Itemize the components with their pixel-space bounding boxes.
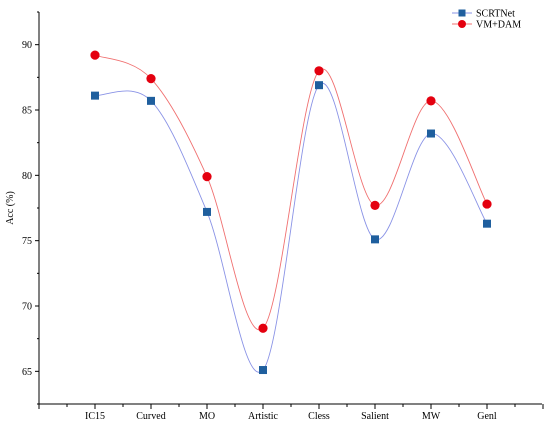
axes: 65 70 75 80 85 90 IC15 Curved MO Artistic Cless Sal… (5, 11, 544, 422)
legend-label: SCRTNet (476, 9, 515, 20)
x-tick-label: Salient (361, 411, 389, 422)
y-tick-label: 70 (22, 302, 32, 313)
y-tick-label: 90 (22, 40, 32, 51)
x-tick-label: MO (199, 411, 215, 422)
x-tick-label: Cless (308, 411, 330, 422)
y-tick-label: 75 (22, 236, 32, 247)
data-point (314, 66, 324, 76)
data-point (203, 207, 211, 216)
data-point (483, 219, 491, 228)
x-tick-label: Curved (136, 411, 165, 422)
series-layer (90, 50, 492, 375)
data-point (258, 323, 268, 333)
series-SCRTNet (91, 81, 491, 375)
data-point (202, 172, 212, 182)
data-point (259, 366, 267, 375)
legend-marker (458, 9, 466, 17)
y-axis-title: Acc (%) (5, 191, 16, 225)
data-point (426, 96, 436, 106)
x-tick-label: MW (422, 411, 441, 422)
data-point (427, 129, 435, 138)
series-VM+DAM (90, 50, 492, 333)
data-point (91, 91, 99, 100)
data-point (370, 200, 380, 210)
data-point (146, 74, 156, 84)
data-point (315, 81, 323, 90)
series-line (94, 82, 488, 373)
x-tick-label: Genl (477, 411, 497, 422)
y-tick-label: 80 (22, 171, 32, 182)
data-point (482, 199, 492, 209)
legend-marker (458, 20, 466, 28)
legend-item: SCRTNet (452, 9, 515, 20)
legend-label: VM+DAM (476, 20, 521, 31)
x-tick-label: IC15 (85, 411, 105, 422)
data-point (90, 50, 100, 60)
x-tick-label: Artistic (248, 411, 279, 422)
y-tick-label: 65 (22, 367, 32, 378)
y-tick-label: 85 (22, 106, 32, 117)
series-line (94, 54, 488, 331)
data-point (147, 96, 155, 105)
data-point (371, 235, 379, 244)
legend-item: VM+DAM (452, 20, 521, 31)
